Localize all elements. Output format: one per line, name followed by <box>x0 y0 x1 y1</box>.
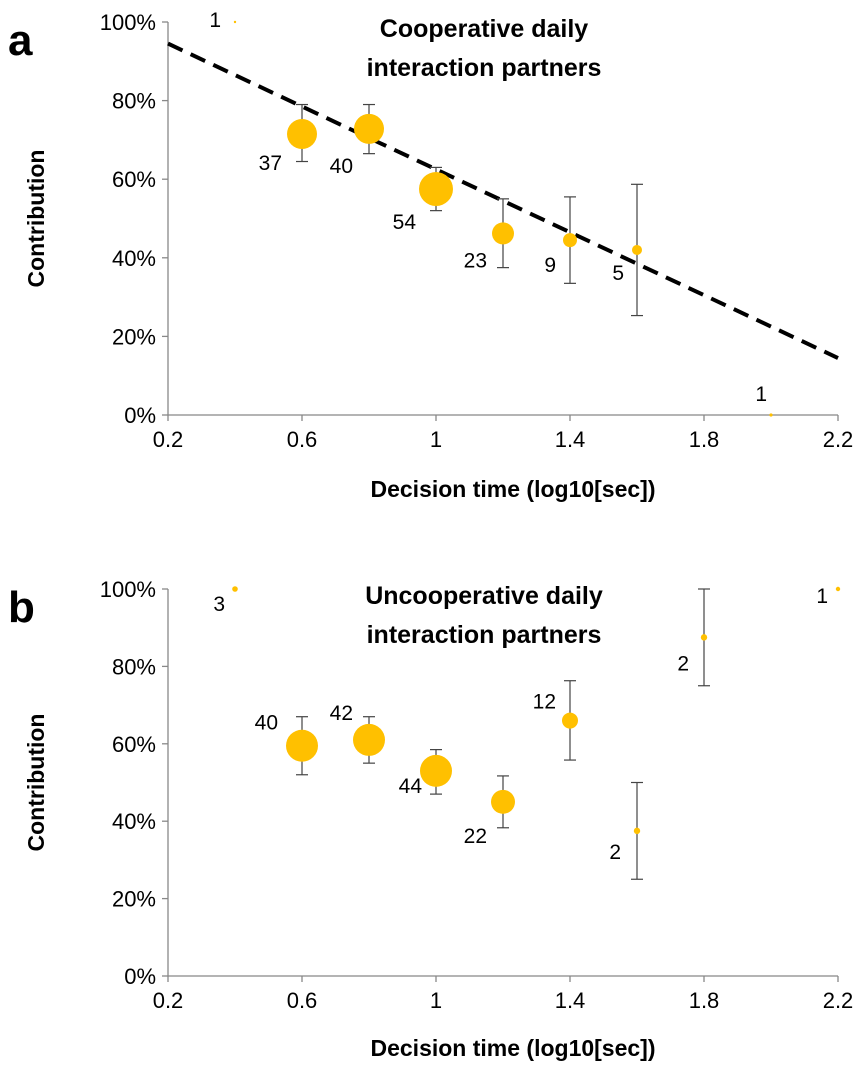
x-axis-title: Decision time (log10[sec]) <box>370 1035 655 1061</box>
y-tick-label: 60% <box>112 167 156 192</box>
x-tick-label: 0.2 <box>153 988 184 1013</box>
data-point <box>835 586 841 592</box>
panel-letter: b <box>8 583 35 632</box>
data-point <box>233 20 237 24</box>
data-label: 3 <box>213 593 225 616</box>
data-label: 40 <box>255 712 278 735</box>
y-tick-label: 100% <box>100 577 156 602</box>
data-point <box>286 729 318 762</box>
data-label: 22 <box>464 825 487 848</box>
x-tick-label: 2.2 <box>823 427 854 452</box>
data-point <box>562 712 578 729</box>
x-tick-label: 0.6 <box>287 427 318 452</box>
x-tick-label: 1.4 <box>555 988 586 1013</box>
data-label: 37 <box>259 152 282 175</box>
x-tick-label: 2.2 <box>823 988 854 1013</box>
data-point <box>353 723 385 756</box>
y-tick-label: 20% <box>112 324 156 349</box>
chart-panel-a: 0% 20% 40% 60% 80% 100% 0.2 0.6 1 1.4 1.8 2.2 Decisi… <box>8 9 853 502</box>
data-point <box>491 789 515 814</box>
data-label: 1 <box>816 585 828 608</box>
x-tick-label: 0.2 <box>153 427 184 452</box>
y-tick-label: 40% <box>112 809 156 834</box>
data-point <box>287 119 317 150</box>
x-axis-title: Decision time (log10[sec]) <box>370 476 655 502</box>
data-label: 40 <box>330 155 353 178</box>
data-label: 9 <box>544 254 556 277</box>
y-tick-label: 60% <box>112 732 156 757</box>
x-tick-label: 1 <box>430 427 442 452</box>
y-tick-label: 100% <box>100 10 156 35</box>
panel-title-line: interaction partners <box>367 54 602 82</box>
data-point <box>632 244 642 255</box>
data-point <box>419 172 453 207</box>
data-point <box>700 634 708 641</box>
y-tick-label: 0% <box>124 403 156 428</box>
x-tick-label: 1.4 <box>555 427 586 452</box>
data-label: 2 <box>677 652 689 675</box>
y-tick-label: 20% <box>112 887 156 912</box>
y-axis-title: Contribution <box>23 150 49 288</box>
y-axis-title: Contribution <box>23 714 49 852</box>
y-tick-label: 80% <box>112 654 156 679</box>
data-label: 1 <box>209 9 221 32</box>
data-point <box>563 233 577 248</box>
data-label: 2 <box>609 841 621 864</box>
data-point <box>492 222 514 245</box>
panel-title-line: Uncooperative daily <box>365 582 603 610</box>
data-point <box>633 827 641 835</box>
y-tick-label: 40% <box>112 246 156 271</box>
panel-title-line: interaction partners <box>367 621 602 649</box>
x-tick-label: 1.8 <box>689 988 720 1013</box>
chart-panel-b: 0% 20% 40% 60% 80% 100% 0.2 0.6 1 1.4 1.8 2.2 Decisi… <box>8 577 853 1061</box>
x-tick-label: 0.6 <box>287 988 318 1013</box>
data-label: 42 <box>330 702 353 725</box>
panel-title-line: Cooperative daily <box>380 15 588 43</box>
data-label: 12 <box>533 691 556 714</box>
data-label: 54 <box>393 211 417 234</box>
data-point <box>232 586 238 592</box>
x-tick-label: 1.8 <box>689 427 720 452</box>
data-label: 23 <box>464 249 487 272</box>
y-tick-label: 80% <box>112 89 156 114</box>
data-label: 44 <box>399 775 423 798</box>
data-point <box>420 754 452 787</box>
data-point <box>354 113 384 144</box>
data-point <box>769 413 773 417</box>
panel-letter: a <box>8 16 33 65</box>
data-label: 1 <box>755 383 767 406</box>
y-tick-label: 0% <box>124 964 156 989</box>
x-tick-label: 1 <box>430 988 442 1013</box>
data-label: 5 <box>612 262 624 285</box>
